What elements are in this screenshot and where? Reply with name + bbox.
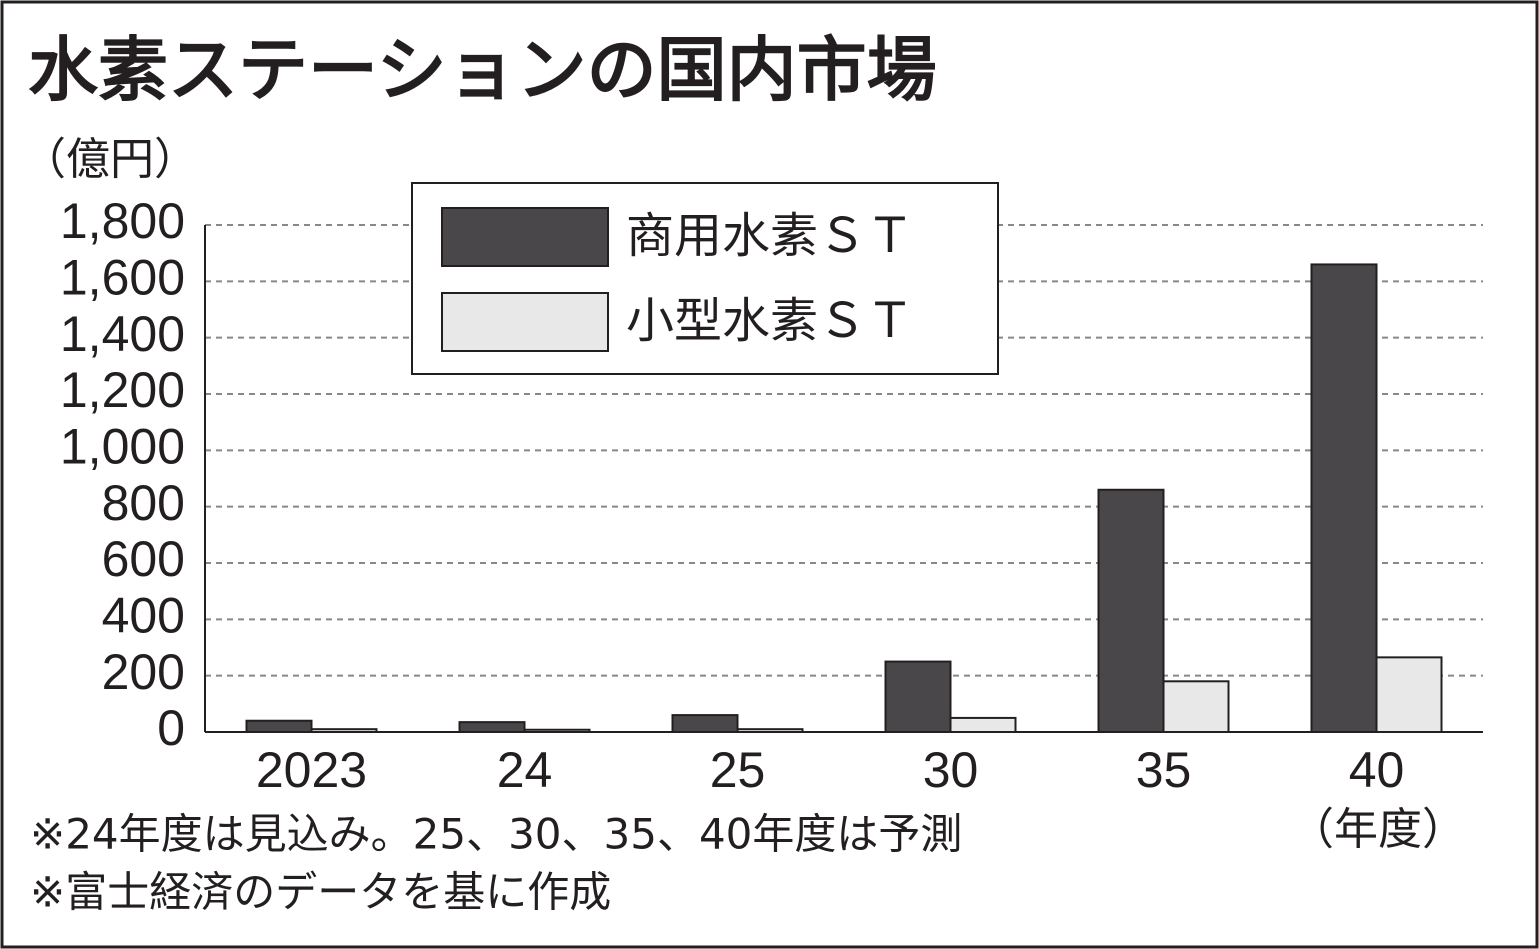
bar [949,716,1017,734]
bar [1375,656,1443,734]
x-tick-label: 30 [923,742,979,798]
bar [310,728,378,734]
x-axis-label: （年度） [1290,804,1466,855]
y-tick-label: 1,600 [60,250,185,306]
y-tick-label: 200 [102,644,185,700]
x-tick-label: 40 [1349,742,1405,798]
x-tick-label: 2023 [256,742,367,798]
x-tick-label: 25 [710,742,766,798]
bar [245,719,313,734]
y-axis-label: （億円） [22,134,198,185]
bar [884,660,952,733]
legend-label: 小型水素ＳＴ [626,293,914,349]
bar [1162,680,1230,733]
y-tick-label: 1,200 [60,362,185,418]
bar [523,728,591,733]
y-tick-label: 1,400 [60,306,185,362]
y-tick-label: 0 [157,700,185,756]
x-tick-label: 24 [497,742,553,798]
legend-swatch [441,207,609,267]
bar [458,721,526,733]
y-tick-label: 800 [102,475,185,531]
note: ※富士経済のデータを基に作成 [30,868,611,917]
note: ※24年度は見込み。25、30、35、40年度は予測 [30,810,962,859]
legend-swatch [441,292,609,352]
y-tick-label: 1,000 [60,419,185,475]
chart-title: 水素ステーションの国内市場 [28,29,937,111]
bar [736,728,804,734]
y-tick-label: 600 [102,531,185,587]
y-tick-label: 1,800 [60,193,185,249]
bar [1097,488,1165,733]
x-tick-label: 35 [1136,742,1192,798]
legend-label: 商用水素ＳＴ [626,208,914,264]
y-tick-label: 400 [102,588,185,644]
bar [1310,263,1378,733]
bar [671,714,739,733]
